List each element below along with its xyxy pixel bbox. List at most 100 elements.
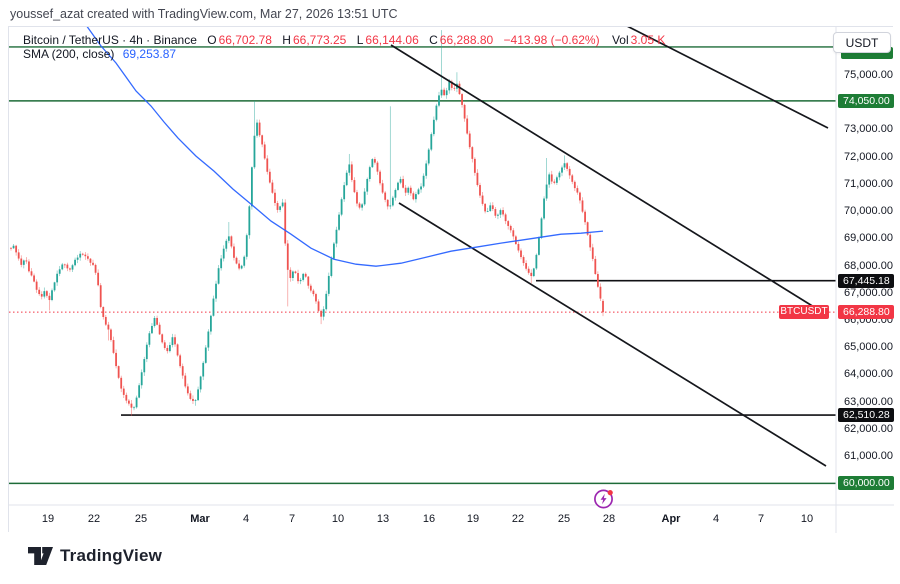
candle-body <box>350 164 353 181</box>
candle-body <box>156 317 158 325</box>
candle-body <box>127 400 130 404</box>
candle-body <box>320 310 322 317</box>
candle-body <box>117 366 120 378</box>
x-axis-label: 25 <box>134 513 148 525</box>
candle-body <box>58 269 61 274</box>
candle-body <box>535 254 538 269</box>
candle-body <box>115 352 117 367</box>
candle-body <box>545 184 548 199</box>
open-label: O <box>207 33 217 47</box>
candle-body <box>202 362 205 377</box>
candle-body <box>304 273 307 277</box>
candle-body <box>35 281 38 290</box>
candle-body <box>435 105 438 120</box>
symbol-legend-row[interactable]: Bitcoin / TetherUS · 4h · Binance O 66,70… <box>23 33 665 47</box>
candle-body <box>284 202 287 244</box>
candle-body <box>135 397 138 408</box>
candle-body <box>25 260 28 262</box>
candle-body <box>261 135 264 145</box>
price-chart-canvas[interactable] <box>9 27 894 533</box>
candle-body <box>402 178 405 188</box>
y-axis-label: 71,000.00 <box>844 177 893 190</box>
candle-body <box>268 171 271 183</box>
tradingview-logo[interactable]: TradingView <box>28 546 162 566</box>
candle-body <box>171 337 174 346</box>
candle-body <box>363 191 366 205</box>
candle-body <box>43 291 46 297</box>
x-axis-label: Apr <box>661 513 681 525</box>
candle-body <box>591 247 594 259</box>
candle-body <box>184 375 187 387</box>
candle-body <box>110 329 112 341</box>
candle-body <box>112 340 115 353</box>
volume-label: Vol <box>611 33 629 47</box>
candle-body <box>38 289 41 295</box>
y-axis-label: 62,000.00 <box>844 422 893 435</box>
x-axis-label: 10 <box>331 513 345 525</box>
sma-legend-row[interactable]: SMA (200, close) 69,253.87 <box>23 47 176 61</box>
candle-body <box>30 271 33 276</box>
candle-body <box>120 377 123 389</box>
candle-body <box>238 263 240 269</box>
candle-body <box>225 240 228 249</box>
candle-body <box>148 333 151 345</box>
candle-body <box>307 276 310 286</box>
y-axis-label: 67,000.00 <box>844 286 893 299</box>
candle-body <box>589 234 592 248</box>
candle-body <box>356 192 358 204</box>
candle-body <box>473 158 476 173</box>
symbol-title: Bitcoin / TetherUS · 4h · Binance <box>23 33 197 47</box>
candle-body <box>502 210 504 215</box>
candle-body <box>327 275 330 294</box>
candle-body <box>555 177 558 183</box>
candle-body <box>99 285 102 307</box>
candle-body <box>461 94 463 105</box>
candle-body <box>94 264 97 273</box>
candle-body <box>102 306 105 317</box>
candle-body <box>122 388 125 395</box>
change-value: −413.98 (−0.62%) <box>503 33 600 47</box>
y-axis-label: 72,000.00 <box>844 150 893 163</box>
candle-body <box>450 81 453 88</box>
x-axis-label: 19 <box>41 513 55 525</box>
candle-body <box>553 181 556 183</box>
candle-body <box>140 372 143 386</box>
candle-body <box>289 269 292 279</box>
candle-body <box>573 181 576 189</box>
candle-body <box>61 264 64 270</box>
candle-body <box>358 203 361 208</box>
candle-body <box>394 189 397 198</box>
candle-body <box>130 403 133 408</box>
candle-body <box>199 376 202 390</box>
candle-body <box>594 258 597 275</box>
candle-body <box>48 295 51 301</box>
candle-body <box>596 274 599 287</box>
candle-body <box>389 205 392 207</box>
candle-body <box>294 271 297 274</box>
candle-body <box>333 243 335 259</box>
candle-body <box>532 268 535 277</box>
candle-body <box>286 243 289 270</box>
candle-body <box>168 345 171 352</box>
candle-body <box>276 202 279 210</box>
candle-body <box>409 187 412 194</box>
candle-body <box>404 187 407 193</box>
candle-body <box>263 144 266 159</box>
candle-body <box>161 334 164 343</box>
boost-button[interactable] <box>593 488 615 510</box>
x-axis-label: 10 <box>800 513 814 525</box>
candle-body <box>69 268 71 270</box>
candle-body <box>538 237 540 255</box>
candle-body <box>476 172 479 186</box>
candle-body <box>368 167 371 179</box>
quote-currency-button[interactable]: USDT <box>833 32 891 53</box>
x-axis-label: 19 <box>466 513 480 525</box>
trendline <box>398 202 827 467</box>
candle-body <box>430 134 433 150</box>
candle-body <box>240 265 243 269</box>
candle-body <box>299 279 302 282</box>
notification-dot <box>607 490 613 496</box>
candle-body <box>407 187 410 193</box>
candle-body <box>192 398 194 401</box>
